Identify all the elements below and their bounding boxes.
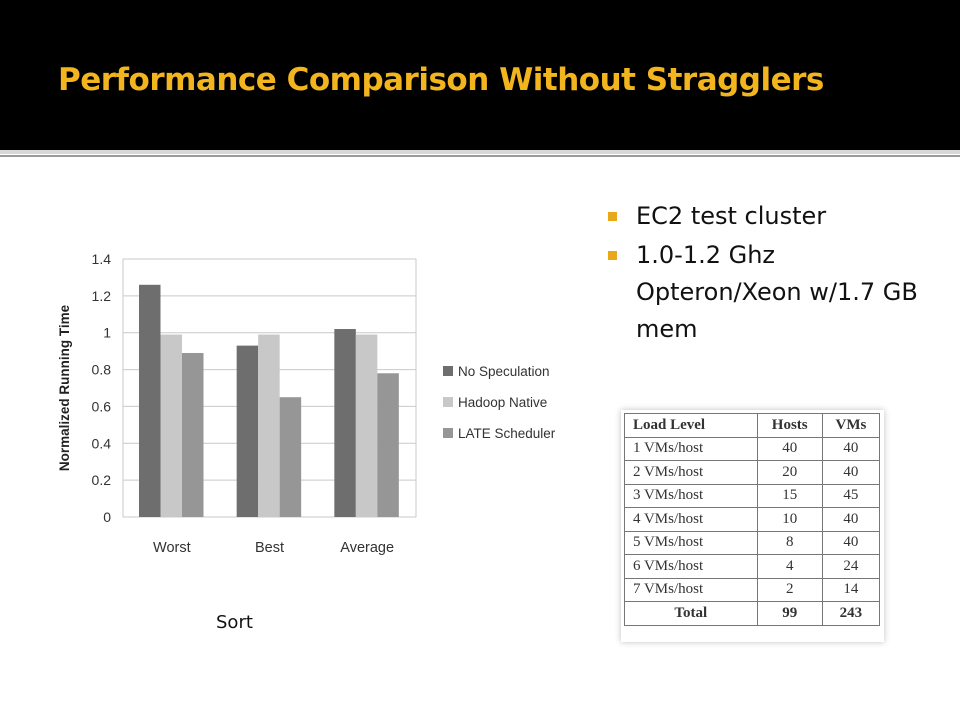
bar — [279, 397, 302, 517]
hosts-cell: 2 — [756, 577, 823, 602]
bullet-text: EC2 test cluster — [636, 202, 827, 230]
legend-swatch — [443, 366, 453, 376]
vms-cell: 40 — [821, 507, 881, 532]
vms-cell: 45 — [821, 483, 881, 508]
hosts-cell: 10 — [756, 507, 823, 532]
legend-label: No Speculation — [458, 364, 550, 379]
slide-title: Performance Comparison Without Straggler… — [58, 62, 824, 98]
table-row: 3 VMs/host 15 45 — [624, 483, 881, 508]
y-axis-title: Normalized Running Time — [57, 304, 72, 471]
vms-cell: 24 — [821, 554, 881, 579]
total-label-cell: Total — [624, 601, 758, 626]
bullet-square-icon — [608, 251, 617, 260]
y-tick-label: 0 — [103, 509, 111, 525]
vms-cell: 40 — [821, 530, 881, 555]
y-tick-label: 0.2 — [92, 472, 112, 488]
x-tick-label: Best — [255, 540, 284, 556]
legend-swatch — [443, 397, 453, 407]
vms-cell: 14 — [821, 577, 881, 602]
legend-swatch — [443, 428, 453, 438]
title-bar — [0, 0, 960, 150]
hosts-cell: 15 — [756, 483, 823, 508]
table-header-row: Load Level Hosts VMs — [624, 413, 881, 438]
chart-caption: Sort — [216, 612, 253, 633]
table-row: 4 VMs/host 10 40 — [624, 507, 881, 532]
bar — [139, 284, 161, 517]
legend-label: Hadoop Native — [458, 395, 547, 410]
bullet-list: EC2 test cluster 1.0-1.2 Ghz Opteron/Xeo… — [608, 198, 938, 350]
header-load-level: Load Level — [624, 413, 758, 438]
bar — [355, 334, 378, 517]
bar — [236, 345, 259, 517]
vms-cell: 40 — [821, 436, 881, 461]
hosts-cell: 8 — [756, 530, 823, 555]
y-tick-label: 0.4 — [92, 435, 112, 451]
load-level-cell: 3 VMs/host — [624, 483, 758, 508]
total-vms-cell: 243 — [821, 601, 881, 626]
title-divider-shadow — [0, 155, 960, 157]
load-level-cell: 4 VMs/host — [624, 507, 758, 532]
load-level-table: Load Level Hosts VMs 1 VMs/host 40 40 2 VMs… — [621, 410, 884, 642]
header-vms: VMs — [821, 413, 881, 438]
hosts-cell: 20 — [756, 460, 823, 485]
vms-cell: 40 — [821, 460, 881, 485]
bullet-item: 1.0-1.2 Ghz Opteron/Xeon w/1.7 GB mem — [608, 237, 938, 348]
legend-label: LATE Scheduler — [458, 426, 556, 441]
hosts-cell: 4 — [756, 554, 823, 579]
y-tick-label: 1 — [103, 325, 111, 341]
load-level-cell: 2 VMs/host — [624, 460, 758, 485]
title-divider — [0, 150, 960, 154]
y-tick-label: 0.6 — [92, 398, 112, 414]
header-hosts: Hosts — [756, 413, 823, 438]
table-row: 5 VMs/host 8 40 — [624, 530, 881, 555]
x-tick-label: Average — [340, 540, 394, 556]
bar — [160, 334, 182, 517]
bar — [334, 329, 356, 517]
total-hosts-cell: 99 — [756, 601, 823, 626]
bar-chart: 0 0.2 0.4 0.6 0.8 1 1.2 1.4 Worst Best Average Norm… — [57, 251, 556, 556]
bullet-text: 1.0-1.2 Ghz Opteron/Xeon w/1.7 GB mem — [636, 241, 918, 343]
bullet-square-icon — [608, 212, 617, 221]
table-row: 1 VMs/host 40 40 — [624, 436, 881, 461]
load-level-cell: 6 VMs/host — [624, 554, 758, 579]
y-tick-label: 1.2 — [92, 288, 112, 304]
bar — [258, 334, 280, 517]
bullet-item: EC2 test cluster — [608, 198, 938, 235]
table-row: 2 VMs/host 20 40 — [624, 460, 881, 485]
load-level-cell: 5 VMs/host — [624, 530, 758, 555]
table-row: 7 VMs/host 2 14 — [624, 577, 881, 602]
bar — [377, 373, 399, 517]
y-tick-label: 1.4 — [92, 251, 112, 267]
load-level-cell: 1 VMs/host — [624, 436, 758, 461]
load-level-cell: 7 VMs/host — [624, 577, 758, 602]
hosts-cell: 40 — [756, 436, 823, 461]
bar — [182, 352, 204, 517]
table-row: 6 VMs/host 4 24 — [624, 554, 881, 579]
x-tick-label: Worst — [153, 540, 191, 556]
y-tick-label: 0.8 — [92, 362, 112, 378]
table-total-row: Total 99 243 — [624, 601, 881, 626]
